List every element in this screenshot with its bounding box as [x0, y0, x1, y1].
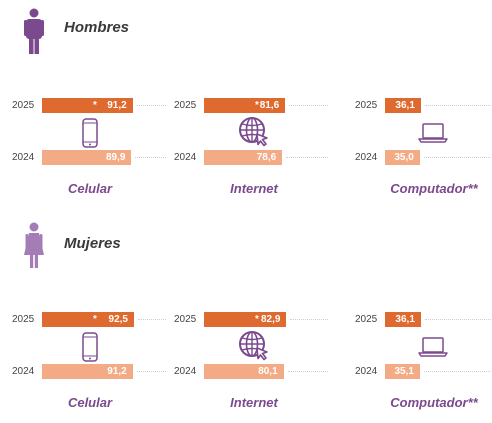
year-label: 2025 — [174, 314, 197, 325]
data-label: 36,1 — [395, 100, 415, 111]
data-label: 92,5 — [108, 314, 128, 325]
category-label: Celular — [67, 181, 113, 196]
dotted-guide — [423, 371, 492, 372]
dotted-guide — [135, 157, 166, 158]
male-person-icon — [22, 8, 46, 61]
significance-mark: * — [93, 100, 97, 111]
year-label: 2024 — [12, 366, 35, 377]
year-label: 2025 — [355, 314, 378, 325]
chart-title: Hombres — [64, 19, 130, 36]
category-label: Computador** — [390, 395, 478, 410]
data-label: 78,6 — [256, 152, 277, 163]
category-label: Internet — [230, 395, 278, 410]
globe-cursor-icon — [238, 330, 269, 366]
bar-2024: 35,0 — [385, 150, 420, 165]
data-label: 35,1 — [394, 366, 414, 377]
bar-2025: * 91,2 — [42, 98, 133, 113]
bar-2024: 89,9 — [42, 150, 132, 165]
year-label: 2025 — [12, 314, 35, 325]
year-label: 2025 — [174, 100, 197, 111]
year-label: 2025 — [12, 100, 35, 111]
bar-2025: * 92,5 — [42, 312, 134, 327]
dotted-guide — [424, 319, 492, 320]
data-label: 36,1 — [395, 314, 415, 325]
globe-cursor-icon — [238, 116, 269, 152]
dotted-guide — [290, 319, 328, 320]
female-person-icon — [22, 222, 46, 275]
significance-mark: * — [255, 100, 259, 111]
chart-section-0: Hombres 2025 2024 * 91,2 89,9 Celular 2025 2024 *… — [0, 0, 492, 209]
laptop-icon — [418, 337, 448, 362]
year-label: 2024 — [12, 152, 35, 163]
dotted-guide — [138, 319, 166, 320]
data-label: 35,0 — [394, 152, 414, 163]
significance-mark: * — [93, 314, 97, 325]
bar-2025: * 82,9 — [204, 312, 287, 327]
chart-section-1: Mujeres 2025 2024 * 92,5 91,2 Celular 2025 2024 *… — [0, 214, 492, 423]
dotted-guide — [286, 157, 328, 158]
year-label: 2024 — [174, 152, 197, 163]
data-label: 91,2 — [107, 100, 127, 111]
bar-2024: 91,2 — [42, 364, 133, 379]
laptop-icon — [418, 123, 448, 148]
year-label: 2024 — [355, 152, 378, 163]
category-label: Computador** — [390, 181, 478, 196]
data-label: 81,6 — [259, 100, 280, 111]
dotted-guide — [136, 371, 166, 372]
significance-mark: * — [255, 314, 259, 325]
category-label: Celular — [67, 395, 113, 410]
bar-2024: 80,1 — [204, 364, 284, 379]
bar-2025: 36,1 — [385, 312, 421, 327]
year-label: 2024 — [174, 366, 197, 377]
data-label: 80,1 — [258, 366, 278, 377]
bar-2024: 78,6 — [204, 150, 283, 165]
bar-2024: 35,1 — [385, 364, 420, 379]
data-label: 82,9 — [260, 314, 281, 325]
dotted-guide — [289, 105, 328, 106]
dotted-guide — [424, 105, 492, 106]
chart-title: Mujeres — [64, 235, 121, 252]
data-label: 89,9 — [105, 152, 126, 163]
year-label: 2025 — [355, 100, 378, 111]
year-label: 2024 — [355, 366, 378, 377]
dotted-guide — [287, 371, 328, 372]
data-label: 91,2 — [107, 366, 127, 377]
smartphone-icon — [81, 332, 99, 367]
bar-2025: * 81,6 — [204, 98, 286, 113]
category-label: Internet — [230, 181, 278, 196]
smartphone-icon — [81, 118, 99, 153]
dotted-guide — [423, 157, 492, 158]
bar-2025: 36,1 — [385, 98, 421, 113]
dotted-guide — [136, 105, 166, 106]
